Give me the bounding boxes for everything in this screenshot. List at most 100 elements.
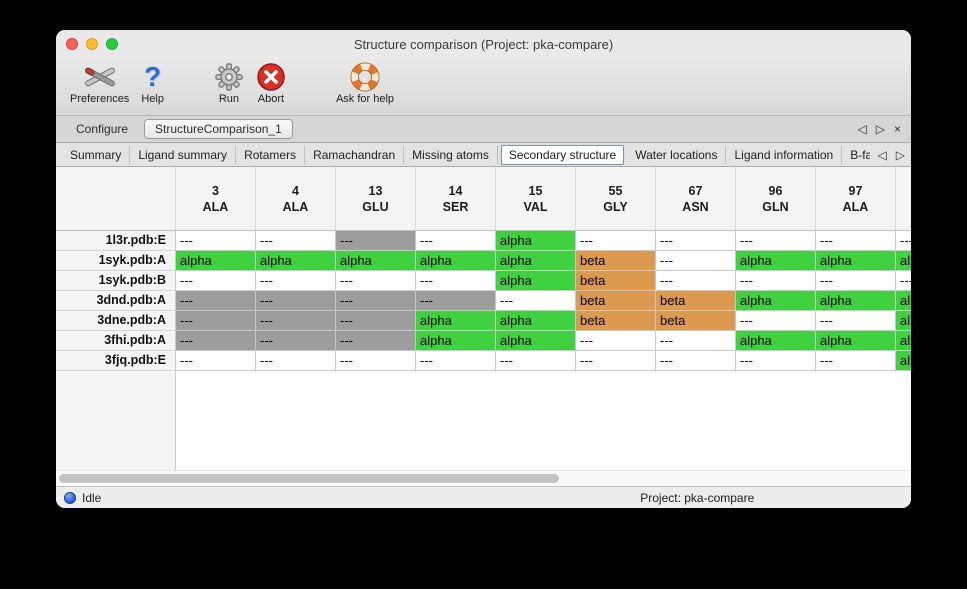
cell-gap[interactable]: ---	[176, 311, 256, 331]
cell-alpha[interactable]: alpha	[496, 311, 576, 331]
row-header-1syk-pdb-a[interactable]: 1syk.pdb:A	[56, 251, 176, 271]
cell-none[interactable]: ---	[816, 351, 896, 371]
cell-alpha[interactable]: alpha	[816, 251, 896, 271]
cell-gap[interactable]: ---	[176, 331, 256, 351]
cell-alpha[interactable]: alpha	[496, 231, 576, 251]
horizontal-scrollbar[interactable]	[56, 470, 911, 486]
cell-alpha[interactable]: alpha	[736, 291, 816, 311]
tab-missing-atoms[interactable]: Missing atoms	[404, 145, 498, 164]
cell-none[interactable]: ---	[336, 271, 416, 291]
cell-none[interactable]: ---	[416, 271, 496, 291]
cell-beta[interactable]: beta	[576, 311, 656, 331]
cell-none[interactable]: ---	[176, 351, 256, 371]
cell-beta[interactable]: beta	[656, 311, 736, 331]
cell-none[interactable]: ---	[656, 251, 736, 271]
cell-none[interactable]: ---	[656, 351, 736, 371]
help-button[interactable]: ? Help	[141, 61, 164, 106]
cell-none[interactable]: ---	[656, 231, 736, 251]
run-button[interactable]: Run	[214, 61, 244, 105]
cell-alpha[interactable]: alpha	[256, 251, 336, 271]
tab-rotamers[interactable]: Rotamers	[236, 145, 306, 164]
row-header-3dnd-pdb-a[interactable]: 3dnd.pdb:A	[56, 291, 176, 311]
cell-gap[interactable]: ---	[256, 291, 336, 311]
cell-beta[interactable]: beta	[576, 291, 656, 311]
cell-none[interactable]: ---	[176, 271, 256, 291]
cell-none[interactable]: ---	[736, 311, 816, 331]
row-header-3dne-pdb-a[interactable]: 3dne.pdb:A	[56, 311, 176, 331]
cell-gap[interactable]: ---	[176, 291, 256, 311]
preferences-button[interactable]: Preferences	[70, 61, 129, 105]
cell-alpha[interactable]: alpha	[736, 331, 816, 351]
cell-none[interactable]: ---	[896, 271, 911, 291]
cell-beta[interactable]: beta	[576, 251, 656, 271]
tab-ramachandran[interactable]: Ramachandran	[305, 145, 405, 164]
tab-ligand-information[interactable]: Ligand information	[726, 145, 843, 164]
cell-none[interactable]: ---	[816, 271, 896, 291]
cell-gap[interactable]: ---	[256, 331, 336, 351]
cell-alpha[interactable]: alpha	[816, 331, 896, 351]
cell-none[interactable]: ---	[496, 291, 576, 311]
cell-beta[interactable]: beta	[576, 271, 656, 291]
tab-secondary-structure[interactable]: Secondary structure	[500, 144, 625, 165]
cell-none[interactable]: ---	[656, 271, 736, 291]
cell-gap[interactable]: ---	[336, 291, 416, 311]
cell-none[interactable]: ---	[336, 351, 416, 371]
cell-beta[interactable]: beta	[656, 291, 736, 311]
tab-water-locations[interactable]: Water locations	[627, 145, 727, 164]
abort-button[interactable]: Abort	[256, 61, 286, 105]
ask-for-help-button[interactable]: Ask for help	[336, 61, 394, 105]
cell-none[interactable]: ---	[656, 331, 736, 351]
cell-none[interactable]: ---	[736, 351, 816, 371]
cell-alpha[interactable]: alpha	[816, 291, 896, 311]
tab-configure[interactable]: Configure	[76, 122, 129, 136]
cell-alpha[interactable]: alpha	[496, 251, 576, 271]
tab-scroll-left-icon[interactable]: ◁	[857, 122, 867, 136]
tab-structurecomparison-1[interactable]: StructureComparison_1	[144, 119, 293, 139]
cell-alpha[interactable]: alpha	[336, 251, 416, 271]
cell-alpha[interactable]: alpha	[896, 351, 911, 371]
minimize-window-button[interactable]	[86, 38, 98, 50]
cell-gap[interactable]: ---	[256, 311, 336, 331]
cell-none[interactable]: ---	[576, 351, 656, 371]
cell-none[interactable]: ---	[816, 231, 896, 251]
cell-alpha[interactable]: alpha	[416, 331, 496, 351]
cell-none[interactable]: ---	[736, 231, 816, 251]
cell-none[interactable]: ---	[416, 231, 496, 251]
cell-alpha[interactable]: alpha	[896, 251, 911, 271]
cell-alpha[interactable]: alpha	[496, 271, 576, 291]
row-header-3fhi-pdb-a[interactable]: 3fhi.pdb:A	[56, 331, 176, 351]
cell-alpha[interactable]: alpha	[896, 311, 911, 331]
tab-summary[interactable]: Summary	[62, 145, 131, 164]
title-bar[interactable]: Structure comparison (Project: pka-compa…	[56, 30, 911, 58]
close-window-button[interactable]	[66, 38, 78, 50]
cell-none[interactable]: ---	[576, 331, 656, 351]
view-tab-scroll-right-icon[interactable]: ▷	[895, 147, 905, 162]
cell-none[interactable]: ---	[176, 231, 256, 251]
cell-none[interactable]: ---	[256, 351, 336, 371]
tab-close-icon[interactable]: ×	[893, 122, 901, 136]
row-header-1l3r-pdb-e[interactable]: 1l3r.pdb:E	[56, 231, 176, 251]
cell-alpha[interactable]: alpha	[736, 251, 816, 271]
zoom-window-button[interactable]	[106, 38, 118, 50]
cell-alpha[interactable]: alpha	[496, 331, 576, 351]
cell-gap[interactable]: ---	[336, 231, 416, 251]
cell-none[interactable]: ---	[816, 311, 896, 331]
row-header-1syk-pdb-b[interactable]: 1syk.pdb:B	[56, 271, 176, 291]
cell-none[interactable]: ---	[736, 271, 816, 291]
cell-none[interactable]: ---	[416, 351, 496, 371]
cell-gap[interactable]: ---	[336, 331, 416, 351]
view-tab-scroll-left-icon[interactable]: ◁	[877, 147, 887, 162]
row-header-3fjq-pdb-e[interactable]: 3fjq.pdb:E	[56, 351, 176, 371]
cell-none[interactable]: ---	[576, 231, 656, 251]
cell-alpha[interactable]: alpha	[176, 251, 256, 271]
cell-gap[interactable]: ---	[416, 291, 496, 311]
tab-ligand-summary[interactable]: Ligand summary	[130, 145, 237, 164]
cell-none[interactable]: ---	[256, 231, 336, 251]
cell-alpha[interactable]: alpha	[416, 251, 496, 271]
cell-alpha[interactable]: alpha	[416, 311, 496, 331]
cell-none[interactable]: ---	[896, 231, 911, 251]
cell-alpha[interactable]: alpha	[896, 331, 911, 351]
tab-scroll-right-icon[interactable]: ▷	[875, 122, 885, 136]
horizontal-scrollbar-thumb[interactable]	[59, 474, 559, 483]
cell-none[interactable]: ---	[256, 271, 336, 291]
